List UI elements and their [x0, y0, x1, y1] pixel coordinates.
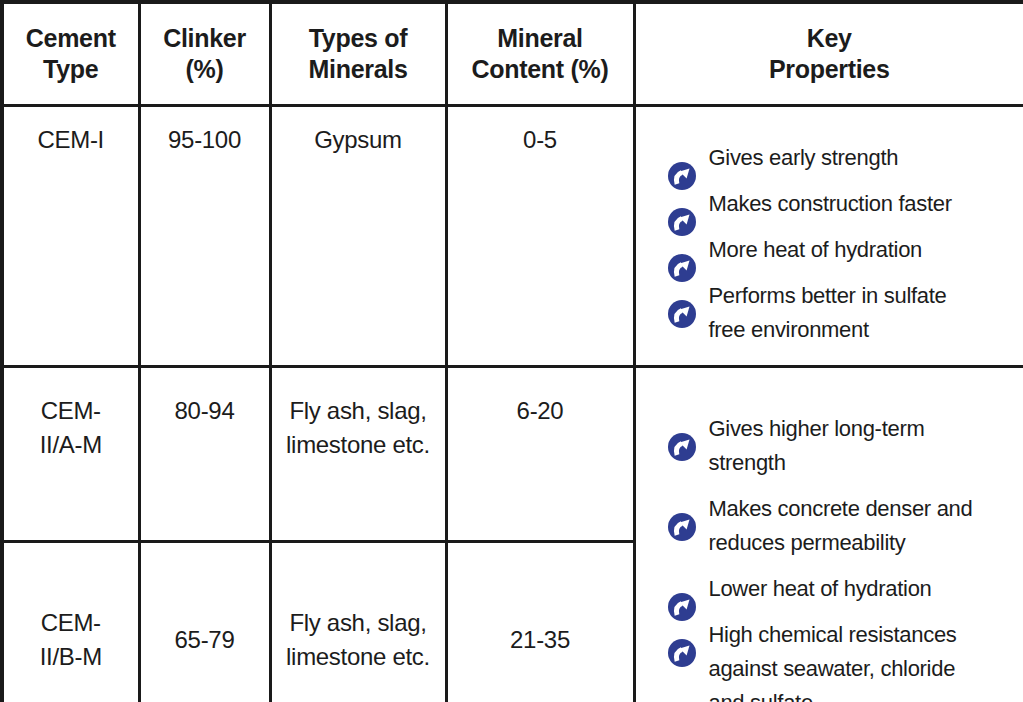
cement-types-table-figure: Cement Type Clinker (%) Types of Mineral…	[0, 0, 1023, 702]
curved-arrow-bullet-icon	[668, 495, 696, 523]
cell-mineral-content: 0-5	[446, 105, 634, 366]
curved-arrow-bullet-icon	[668, 621, 696, 649]
key-properties-list: Gives higher long-term strength Makes co…	[668, 412, 1016, 702]
key-properties-list: Gives early strength Makes construction …	[668, 141, 1016, 347]
key-property-text: Performs better in sulfate free environm…	[709, 279, 981, 347]
header-key-properties: Key Properties	[634, 2, 1023, 105]
key-property-text: Gives higher long-term strength	[709, 412, 981, 480]
header-cement-type: Cement Type	[2, 2, 139, 105]
cell-cement-type: CEM- II/B-M	[2, 541, 139, 702]
header-mineral-content: Mineral Content (%)	[446, 2, 634, 105]
curved-arrow-bullet-icon	[668, 415, 696, 443]
cell-cement-type: CEM- II/A-M	[2, 366, 139, 541]
cell-clinker: 80-94	[139, 366, 270, 541]
key-property-text: Lower heat of hydration	[709, 572, 932, 606]
key-property-text: High chemical resistances against seawat…	[709, 618, 981, 702]
curved-arrow-bullet-icon	[668, 575, 696, 603]
cell-minerals: Fly ash, slag, limestone etc.	[270, 541, 446, 702]
key-property-item: High chemical resistances against seawat…	[668, 618, 1016, 702]
key-property-item: More heat of hydration	[668, 233, 1016, 267]
header-clinker: Clinker (%)	[139, 2, 270, 105]
curved-arrow-bullet-icon	[668, 282, 696, 310]
cell-mineral-content: 6-20	[446, 366, 634, 541]
cell-mineral-content: 21-35	[446, 541, 634, 702]
cell-clinker: 95-100	[139, 105, 270, 366]
cell-minerals: Gypsum	[270, 105, 446, 366]
key-property-text: Makes concrete denser and reduces permea…	[709, 492, 981, 560]
key-property-text: Gives early strength	[709, 141, 899, 175]
header-types-of-minerals: Types of Minerals	[270, 2, 446, 105]
key-property-item: Makes concrete denser and reduces permea…	[668, 492, 1016, 560]
header-row: Cement Type Clinker (%) Types of Mineral…	[2, 2, 1023, 105]
table-row-cem-i: CEM-I 95-100 Gypsum 0-5 Gives early stre…	[2, 105, 1023, 366]
table-row-cem-ii-a-m: CEM- II/A-M 80-94 Fly ash, slag, limesto…	[2, 366, 1023, 541]
cell-key-properties-merged: Gives higher long-term strength Makes co…	[634, 366, 1023, 702]
key-property-text: Makes construction faster	[709, 187, 952, 221]
key-property-item: Gives early strength	[668, 141, 1016, 175]
key-property-item: Gives higher long-term strength	[668, 412, 1016, 480]
cell-minerals: Fly ash, slag, limestone etc.	[270, 366, 446, 541]
key-property-text: More heat of hydration	[709, 233, 923, 267]
cell-cement-type: CEM-I	[2, 105, 139, 366]
key-property-item: Performs better in sulfate free environm…	[668, 279, 1016, 347]
cell-clinker: 65-79	[139, 541, 270, 702]
curved-arrow-bullet-icon	[668, 144, 696, 172]
cement-types-table: Cement Type Clinker (%) Types of Mineral…	[0, 0, 1023, 702]
key-property-item: Makes construction faster	[668, 187, 1016, 221]
key-property-item: Lower heat of hydration	[668, 572, 1016, 606]
curved-arrow-bullet-icon	[668, 190, 696, 218]
cell-key-properties: Gives early strength Makes construction …	[634, 105, 1023, 366]
curved-arrow-bullet-icon	[668, 236, 696, 264]
